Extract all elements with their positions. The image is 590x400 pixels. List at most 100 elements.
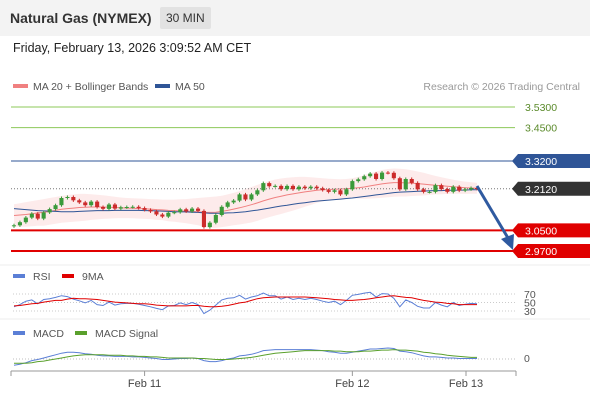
- candle: [29, 212, 34, 220]
- forecast-arrow-head: [501, 234, 514, 250]
- price-legend: MA 20 + Bollinger Bands MA 50 Research ©…: [13, 81, 580, 93]
- candle: [89, 200, 94, 207]
- timeframe-button[interactable]: 30 MIN: [160, 7, 211, 29]
- x-tick-label: Feb 11: [128, 378, 161, 390]
- legend-swatch-macd-signal: [75, 331, 87, 335]
- candle: [332, 188, 337, 194]
- candle: [380, 171, 385, 181]
- candle-body: [148, 209, 153, 212]
- candle: [106, 202, 111, 211]
- candle: [326, 188, 331, 194]
- candle-body: [35, 213, 40, 219]
- candle: [273, 184, 278, 188]
- level-label-1: 3.4500: [525, 123, 557, 135]
- candle: [261, 181, 266, 192]
- macd-zero-label: 0: [524, 353, 530, 365]
- candle-body: [23, 217, 28, 223]
- candle-body: [225, 202, 230, 207]
- level-tag-5: [512, 244, 590, 258]
- candle-body: [433, 185, 438, 192]
- candle-body: [356, 179, 361, 182]
- candle-body: [338, 190, 343, 195]
- candle: [59, 196, 64, 207]
- candle: [142, 206, 147, 212]
- candle: [201, 209, 206, 229]
- rsi-9ma-line: [13, 295, 477, 308]
- candle: [112, 202, 117, 211]
- candle-body: [136, 206, 141, 209]
- candle: [65, 195, 70, 200]
- level-tag-3: [512, 181, 590, 196]
- candle-body: [243, 194, 248, 200]
- level-label-3: 3.2120: [525, 184, 557, 196]
- candle-body: [154, 211, 159, 215]
- candle: [427, 190, 432, 194]
- candle: [231, 199, 236, 204]
- candle: [296, 185, 301, 191]
- candle: [225, 200, 230, 209]
- candle-body: [415, 182, 420, 190]
- level-tag-4: [512, 223, 590, 238]
- candle: [374, 172, 379, 181]
- candle-body: [95, 201, 100, 207]
- candle-body: [231, 200, 236, 203]
- candle-body: [207, 222, 212, 228]
- legend-label-macd: MACD: [33, 328, 64, 340]
- candle-body: [219, 206, 224, 215]
- candle-body: [380, 172, 385, 179]
- rsi-tick-label: 50: [524, 298, 536, 310]
- legend-label-ma20: MA 20 + Bollinger Bands: [33, 81, 148, 93]
- candle: [338, 188, 343, 196]
- candle: [237, 192, 242, 203]
- candle: [101, 205, 106, 211]
- candle: [17, 220, 22, 227]
- macd-panel: MACD MACD Signal 0: [13, 328, 530, 366]
- candle-body: [112, 204, 117, 209]
- candle-body: [261, 183, 266, 191]
- candle: [71, 195, 76, 202]
- macd-signal-line: [14, 349, 477, 364]
- candle-body: [47, 209, 52, 213]
- candle: [47, 207, 52, 214]
- rsi-tick-label: 30: [524, 306, 536, 318]
- x-tick-label: Feb 12: [335, 378, 369, 390]
- candle: [160, 212, 165, 219]
- candle-body: [77, 200, 82, 203]
- candle: [35, 212, 40, 221]
- candle-body: [196, 208, 201, 211]
- candle-body: [421, 189, 426, 192]
- candle-body: [213, 215, 218, 223]
- candle: [385, 171, 390, 175]
- legend-swatch-ma20: [13, 84, 28, 88]
- candle-body: [201, 210, 206, 228]
- candle-body: [397, 178, 402, 190]
- price-panel: MA 20 + Bollinger Bands MA 50 Research ©…: [11, 81, 590, 258]
- candle: [23, 216, 28, 224]
- candle-body: [166, 212, 171, 217]
- candle: [148, 208, 153, 213]
- candle: [124, 205, 129, 209]
- candle-body: [124, 207, 129, 208]
- candle: [403, 177, 408, 191]
- candle-body: [290, 185, 295, 190]
- legend-swatch-9ma: [62, 274, 74, 278]
- candle-body: [374, 173, 379, 179]
- level-label-0: 3.5300: [525, 102, 557, 114]
- legend-swatch-ma50: [155, 84, 170, 88]
- candle: [433, 183, 438, 194]
- candle: [77, 198, 82, 204]
- legend-label-9ma: 9MA: [82, 271, 104, 283]
- candle-body: [267, 183, 272, 187]
- candle-body: [273, 185, 278, 187]
- candle: [207, 221, 212, 229]
- candle-body: [160, 214, 165, 217]
- candle: [397, 176, 402, 191]
- candle: [409, 177, 414, 185]
- forecast-arrow: [475, 185, 514, 250]
- candle-body: [130, 206, 135, 208]
- copyright-text: Research © 2026 Trading Central: [423, 81, 580, 93]
- candle-body: [314, 186, 319, 189]
- candle-body: [53, 205, 58, 210]
- candle-body: [469, 188, 474, 190]
